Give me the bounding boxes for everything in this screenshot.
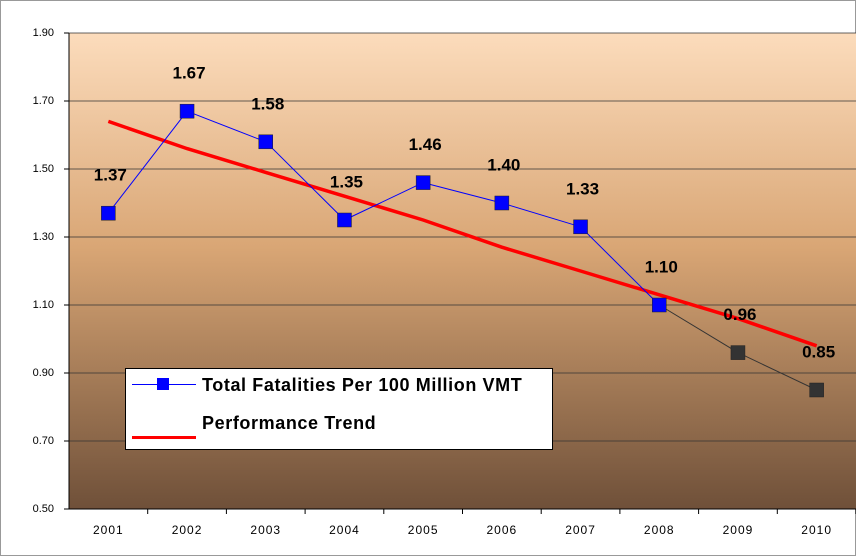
y-tick-label: 1.30 bbox=[33, 231, 54, 243]
data-label: 1.33 bbox=[566, 179, 599, 198]
data-label: 0.85 bbox=[802, 342, 835, 361]
data-label: 1.58 bbox=[251, 94, 284, 113]
data-label: 1.40 bbox=[487, 155, 520, 174]
series-segment bbox=[107, 110, 188, 214]
data-label: 1.67 bbox=[173, 64, 206, 83]
x-tick-label: 2010 bbox=[801, 523, 832, 537]
x-tick-label: 2001 bbox=[93, 523, 124, 537]
y-tick-label: 0.50 bbox=[33, 503, 54, 515]
x-tick-label: 2007 bbox=[565, 523, 596, 537]
data-label: 1.10 bbox=[645, 257, 678, 276]
marker bbox=[258, 134, 273, 150]
marker bbox=[415, 175, 431, 190]
y-tick-label: 0.90 bbox=[33, 367, 54, 379]
marker bbox=[730, 345, 746, 360]
marker bbox=[494, 195, 510, 211]
data-label: 1.46 bbox=[409, 135, 442, 154]
y-tick-label: 1.10 bbox=[33, 299, 54, 311]
marker bbox=[337, 212, 352, 228]
trend-line bbox=[107, 119, 818, 348]
legend-marker bbox=[157, 378, 169, 390]
legend-label: Total Fatalities Per 100 Million VMT bbox=[202, 375, 523, 395]
y-tick-label: 1.50 bbox=[33, 163, 54, 175]
data-label: 0.96 bbox=[723, 305, 756, 324]
x-tick-label: 2003 bbox=[250, 523, 281, 537]
y-tick-label: 0.70 bbox=[33, 435, 54, 447]
marker bbox=[573, 219, 588, 235]
series-segment bbox=[737, 352, 817, 391]
series-segment bbox=[580, 226, 660, 306]
x-tick-label: 2009 bbox=[723, 523, 754, 537]
legend-swatch bbox=[132, 436, 196, 439]
data-label: 1.37 bbox=[94, 166, 127, 185]
y-tick-label: 1.70 bbox=[33, 95, 54, 107]
marker bbox=[809, 382, 824, 398]
legend-label: Performance Trend bbox=[202, 413, 377, 433]
y-tick-label: 1.90 bbox=[33, 27, 54, 39]
series-segment bbox=[344, 182, 424, 221]
marker bbox=[101, 205, 116, 221]
marker bbox=[179, 103, 195, 119]
series-segment bbox=[501, 202, 581, 228]
marker bbox=[652, 297, 667, 313]
x-tick-label: 2004 bbox=[329, 523, 360, 537]
series-segment bbox=[186, 110, 266, 143]
x-tick-label: 2006 bbox=[486, 523, 517, 537]
legend: Total Fatalities Per 100 Million VMT Perf… bbox=[125, 368, 553, 450]
series-segment bbox=[265, 141, 345, 221]
series-segment bbox=[423, 182, 502, 204]
x-tick-label: 2005 bbox=[408, 523, 439, 537]
series-segment bbox=[658, 304, 739, 354]
data-label: 1.35 bbox=[330, 172, 363, 191]
legend-swatch bbox=[132, 378, 196, 390]
x-tick-label: 2002 bbox=[172, 523, 203, 537]
x-tick-label: 2008 bbox=[644, 523, 675, 537]
